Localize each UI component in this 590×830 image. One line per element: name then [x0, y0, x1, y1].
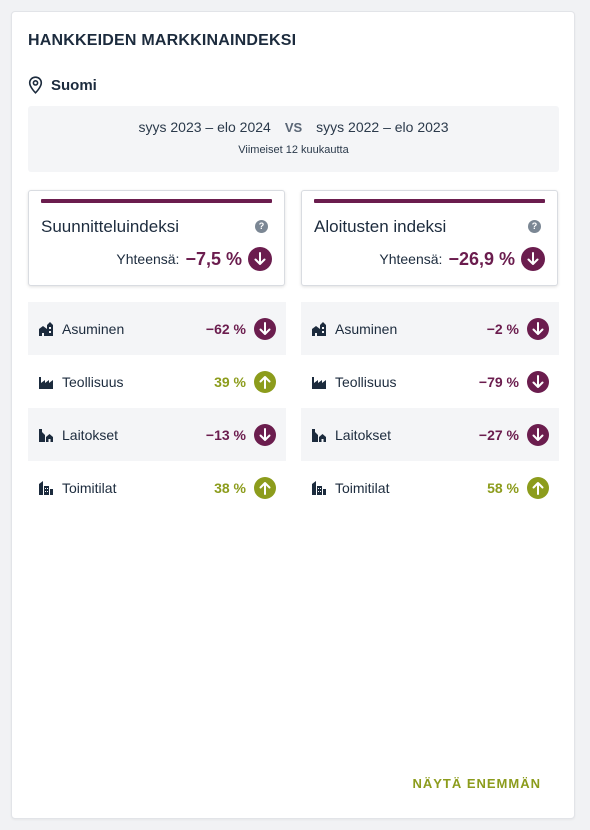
- institution-icon: [39, 428, 53, 442]
- planning-index-card: Suunnitteluindeksi ? Yhteensä: −7,5 %: [28, 190, 285, 286]
- category-label: Asuminen: [62, 320, 125, 337]
- category-label: Toimitilat: [335, 479, 390, 496]
- category-value: −27 %: [478, 426, 519, 443]
- category-value: −2 %: [486, 320, 519, 337]
- category-value: 38 %: [214, 479, 246, 496]
- index-name: Suunnitteluindeksi: [41, 217, 179, 236]
- list-item: Toimitilat 58 %: [301, 461, 559, 514]
- category-value: −13 %: [205, 426, 246, 443]
- period-comparison: syys 2023 – elo 2024 VS syys 2022 – elo 20…: [28, 106, 559, 172]
- factory-icon: [39, 376, 53, 389]
- category-value: 58 %: [487, 479, 519, 496]
- previous-period: syys 2022 – elo 2023: [316, 119, 449, 135]
- factory-icon: [312, 376, 326, 389]
- housing-icon: [312, 321, 326, 336]
- list-item: Laitokset −27 %: [301, 408, 559, 461]
- location: Suomi: [28, 76, 97, 94]
- category-value: −62 %: [205, 320, 246, 337]
- location-label: Suomi: [51, 76, 97, 94]
- office-icon: [312, 480, 326, 495]
- arrow-down-icon: [527, 317, 549, 340]
- planning-category-list: Asuminen −62 % Teollisuus 39 % Laitokset…: [28, 302, 286, 514]
- card-title: HANKKEIDEN MARKKINAINDEKSI: [28, 32, 297, 49]
- total-value: −26,9 %: [448, 248, 515, 269]
- category-label: Laitokset: [62, 426, 119, 443]
- housing-icon: [39, 321, 53, 336]
- arrow-down-icon: [248, 247, 272, 271]
- category-label: Teollisuus: [335, 373, 397, 390]
- arrow-down-icon: [527, 423, 549, 446]
- list-item: Asuminen −2 %: [301, 302, 559, 355]
- institution-icon: [312, 428, 326, 442]
- arrow-up-icon: [527, 476, 549, 499]
- total-label: Yhteensä:: [379, 251, 443, 267]
- total-label: Yhteensä:: [116, 251, 180, 267]
- arrow-down-icon: [254, 317, 276, 340]
- category-label: Laitokset: [335, 426, 392, 443]
- category-label: Toimitilat: [62, 479, 117, 496]
- arrow-down-icon: [521, 247, 545, 271]
- category-label: Asuminen: [335, 320, 398, 337]
- office-icon: [39, 480, 53, 495]
- arrow-down-icon: [527, 370, 549, 393]
- show-more-link[interactable]: NÄYTÄ ENEMMÄN: [412, 776, 541, 791]
- arrow-up-icon: [254, 476, 276, 499]
- list-item: Asuminen −62 %: [28, 302, 286, 355]
- help-icon[interactable]: ?: [528, 220, 541, 233]
- market-index-card: HANKKEIDEN MARKKINAINDEKSI Suomi syys 20…: [11, 11, 575, 819]
- list-item: Teollisuus −79 %: [301, 355, 559, 408]
- vs-label: VS: [284, 120, 303, 135]
- list-item: Teollisuus 39 %: [28, 355, 286, 408]
- arrow-up-icon: [254, 370, 276, 393]
- category-label: Teollisuus: [62, 373, 124, 390]
- index-total: Yhteensä: −7,5 %: [116, 247, 272, 271]
- list-item: Laitokset −13 %: [28, 408, 286, 461]
- starts-category-list: Asuminen −2 % Teollisuus −79 % Laitokset…: [301, 302, 559, 514]
- location-pin-icon: [28, 76, 43, 94]
- index-accent-bar: [41, 199, 272, 203]
- arrow-down-icon: [254, 423, 276, 446]
- index-total: Yhteensä: −26,9 %: [379, 247, 545, 271]
- list-item: Toimitilat 38 %: [28, 461, 286, 514]
- current-period: syys 2023 – elo 2024: [138, 119, 271, 135]
- total-value: −7,5 %: [185, 248, 242, 269]
- index-name: Aloitusten indeksi: [314, 217, 447, 236]
- period-subtitle: Viimeiset 12 kuukautta: [238, 144, 349, 156]
- help-icon[interactable]: ?: [255, 220, 268, 233]
- starts-index-card: Aloitusten indeksi ? Yhteensä: −26,9 %: [301, 190, 558, 286]
- category-value: 39 %: [214, 373, 246, 390]
- index-accent-bar: [314, 199, 545, 203]
- category-value: −79 %: [478, 373, 519, 390]
